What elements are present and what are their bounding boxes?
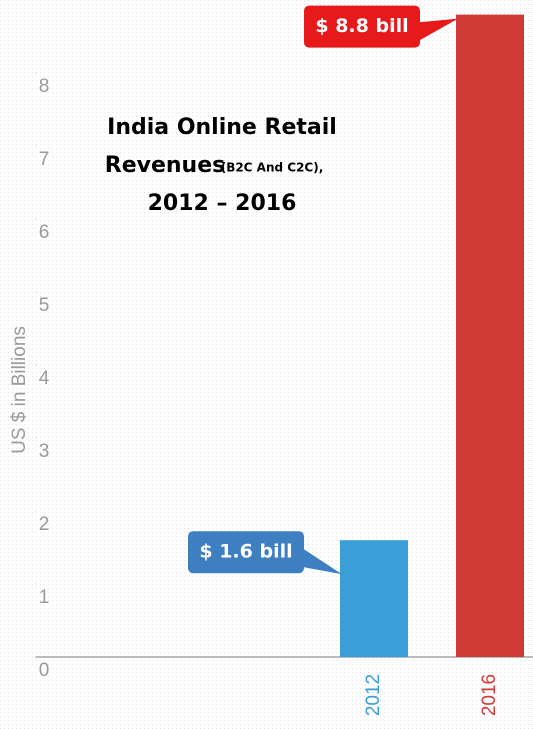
bar (456, 14, 524, 658)
callout-box (304, 5, 420, 48)
callout-box (188, 531, 304, 574)
y-tick-label: 6 (39, 222, 50, 243)
title-line: India Online Retail (107, 115, 337, 140)
x-tick-label: 2016 (479, 674, 500, 716)
title-line: (B2C And C2C), (221, 161, 324, 175)
y-tick-label: 8 (39, 76, 50, 97)
value-label: $ 1.6 bill (199, 541, 292, 563)
y-tick-label: 2 (39, 514, 50, 535)
title-line: 2012 – 2016 (148, 191, 297, 216)
bar (340, 540, 408, 657)
y-tick-label: 3 (39, 441, 50, 462)
y-tick-label: 4 (39, 368, 50, 389)
y-tick-label: 1 (39, 587, 50, 608)
x-tick-label: 2012 (363, 674, 384, 716)
y-tick-label: 7 (39, 149, 50, 170)
title-line: Revenues (105, 153, 225, 178)
y-tick-label: 0 (39, 660, 50, 681)
y-tick-label: 5 (39, 295, 50, 316)
callout-pointer (302, 548, 342, 575)
value-label: $ 8.8 bill (315, 15, 408, 37)
y-axis-label: US $ in Billions (9, 326, 30, 454)
callout-pointer (418, 18, 458, 42)
